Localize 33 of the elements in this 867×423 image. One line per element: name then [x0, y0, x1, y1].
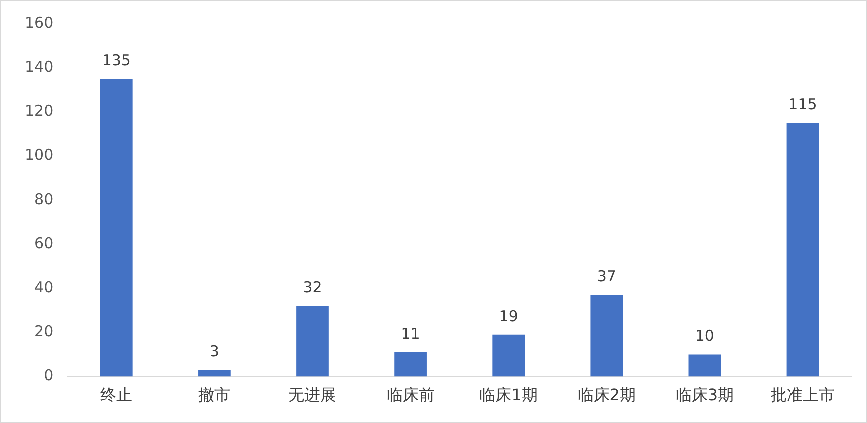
bar: [296, 306, 329, 377]
y-tick-label: 160: [24, 14, 54, 32]
bar: [492, 334, 526, 377]
data-label: 3: [210, 342, 220, 361]
y-tick-label: 120: [24, 102, 54, 120]
data-label: 19: [499, 307, 518, 326]
bar: [590, 295, 624, 377]
data-label: 11: [401, 324, 420, 343]
y-tick-label: 140: [24, 58, 54, 76]
x-tick-label: 临床2期: [578, 386, 636, 405]
y-tick-label: 20: [34, 322, 54, 341]
data-label: 32: [303, 278, 322, 297]
bar: [198, 370, 231, 377]
y-tick-label: 40: [34, 278, 54, 296]
data-label: 135: [102, 52, 131, 70]
x-tick-label: 撤市: [198, 386, 231, 405]
bar: [394, 352, 427, 377]
bar: [786, 123, 820, 377]
data-label: 37: [597, 268, 616, 286]
bar: [688, 354, 722, 377]
y-tick-label: 100: [24, 146, 54, 164]
y-tick-label: 0: [44, 366, 54, 385]
x-tick-label: 临床前: [386, 386, 435, 405]
x-tick-label: 临床3期: [676, 386, 734, 405]
data-label: 10: [695, 327, 714, 346]
bar: [100, 79, 133, 377]
x-tick-label: 临床1期: [480, 386, 538, 405]
x-tick-label: 终止: [100, 386, 133, 405]
data-label: 115: [788, 96, 818, 114]
x-tick-label: 批准上市: [770, 386, 835, 405]
x-tick-label: 无进展: [288, 386, 337, 405]
y-tick-label: 80: [34, 190, 54, 208]
y-tick-label: 60: [34, 234, 54, 252]
